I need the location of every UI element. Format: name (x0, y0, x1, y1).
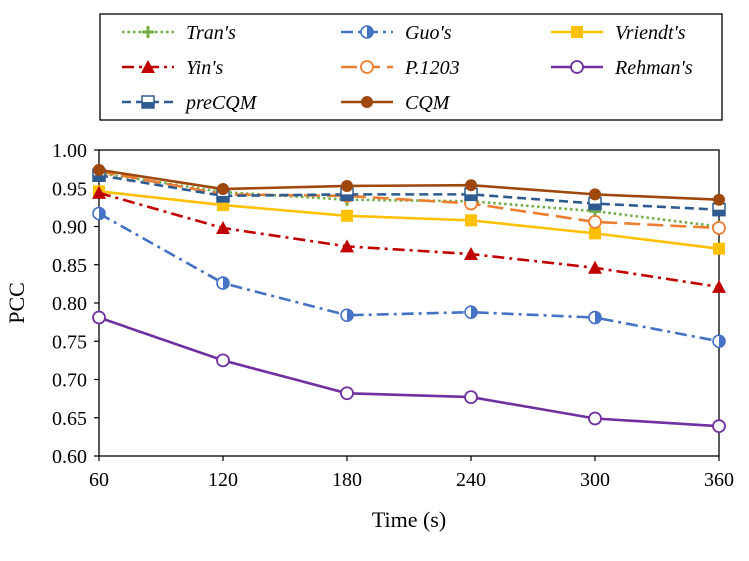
legend-label: CQM (405, 92, 451, 114)
data-point-vriendt-s (713, 242, 725, 255)
legend: Tran's Guo's Vriendt's Yin's P.1203 Rehman's p… (99, 13, 723, 121)
legend-item-precqm: preCQM (122, 92, 258, 114)
legend-label: preCQM (184, 92, 258, 114)
data-point-yin-s (464, 247, 478, 261)
data-point-cqm (93, 163, 105, 176)
x-tick-label: 120 (208, 469, 238, 491)
y-axis-title: PCC (4, 282, 29, 324)
data-point-rehman-s (588, 411, 602, 426)
y-tick-label: 0.65 (52, 408, 87, 430)
y-tick-label: 1.00 (52, 140, 87, 162)
legend-label: Vriendt's (615, 22, 686, 44)
data-point-yin-s (588, 260, 602, 274)
series-guo-s (92, 206, 726, 349)
data-point-yin-s (216, 221, 230, 235)
data-point-rehman-s (712, 419, 726, 434)
legend-marker (142, 26, 154, 38)
data-point-p-1203 (712, 221, 726, 235)
data-point-vriendt-s (465, 214, 477, 227)
x-axis-title: Time (s) (372, 507, 446, 532)
legend-marker (360, 60, 374, 74)
series-line-precqm (98, 173, 720, 211)
data-point-guo-s (464, 305, 478, 319)
y-tick-label: 0.95 (52, 178, 87, 200)
x-axis: 60 120 180 240 300 360 (89, 456, 734, 491)
data-point-vriendt-s (589, 227, 601, 240)
data-point-p-1203 (588, 215, 602, 229)
data-point-yin-s (92, 185, 106, 199)
series-line-vriendt-s (98, 190, 720, 250)
legend-item-vriendt-s: Vriendt's (551, 22, 686, 44)
legend-item-yin-s: Yin's (122, 57, 223, 79)
legend-border (99, 13, 723, 121)
legend-marker (361, 96, 373, 108)
data-point-guo-s (340, 308, 354, 323)
x-tick-label: 240 (456, 469, 486, 491)
data-point-cqm (465, 179, 477, 192)
legend-item-guo-s: Guo's (341, 22, 452, 44)
legend-marker (141, 60, 155, 73)
data-point-guo-s (588, 310, 602, 325)
legend-marker (570, 60, 584, 74)
data-point-cqm (713, 193, 725, 206)
series-cqm (93, 163, 725, 206)
legend-item-rehman-s: Rehman's (551, 57, 693, 79)
data-point-yin-s (712, 279, 726, 293)
legend-marker (571, 26, 583, 38)
data-point-rehman-s (340, 386, 354, 401)
legend-marker (141, 95, 155, 109)
data-point-rehman-s (216, 353, 230, 368)
legend-item-p-1203: P.1203 (341, 57, 460, 79)
series-line-p-1203 (98, 170, 720, 230)
data-point-cqm (341, 179, 353, 192)
y-tick-label: 0.80 (52, 293, 87, 315)
legend-label: Tran's (186, 22, 236, 44)
data-point-guo-s (92, 206, 106, 221)
x-tick-label: 180 (332, 469, 362, 491)
legend-label: Rehman's (614, 57, 693, 79)
x-tick-label: 300 (580, 469, 610, 491)
series-line-cqm (98, 168, 720, 202)
x-tick-label: 360 (704, 469, 734, 491)
series-line-tran-s (98, 171, 720, 228)
y-tick-label: 0.75 (52, 331, 87, 353)
data-point-vriendt-s (341, 209, 353, 222)
series-line-rehman-s (98, 316, 720, 428)
series-yin-s (92, 185, 726, 293)
x-tick-label: 60 (89, 469, 109, 491)
data-point-cqm (589, 188, 601, 201)
data-point-guo-s (216, 276, 230, 290)
data-point-rehman-s (464, 390, 478, 404)
y-tick-label: 0.60 (52, 446, 87, 468)
legend-label: Yin's (186, 57, 223, 79)
series-rehman-s (92, 310, 726, 434)
series-line-guo-s (98, 212, 720, 343)
series-layer (92, 163, 726, 434)
data-point-yin-s (340, 239, 354, 253)
legend-label: Guo's (405, 22, 452, 44)
y-axis: 0.60 0.65 0.70 0.75 0.80 0.85 0.90 0.95 1.00 (52, 140, 99, 468)
data-point-rehman-s (92, 310, 106, 325)
data-point-cqm (217, 183, 229, 196)
y-tick-label: 0.70 (52, 370, 87, 392)
y-tick-label: 0.90 (52, 217, 87, 239)
legend-marker (360, 25, 374, 39)
data-point-guo-s (712, 334, 726, 349)
series-line-yin-s (98, 191, 720, 289)
legend-item-tran-s: Tran's (122, 22, 236, 44)
legend-label: P.1203 (404, 57, 460, 79)
y-tick-label: 0.85 (52, 255, 87, 277)
legend-item-cqm: CQM (341, 92, 451, 114)
